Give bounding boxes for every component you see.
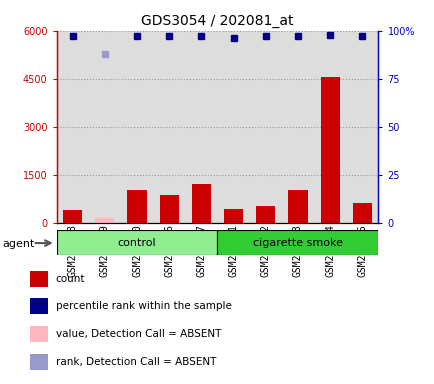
Text: value, Detection Call = ABSENT: value, Detection Call = ABSENT	[56, 329, 220, 339]
Bar	[352, 203, 371, 223]
Bar	[185, 31, 217, 223]
Bar	[127, 190, 146, 223]
Bar	[159, 195, 178, 223]
Bar	[281, 31, 313, 223]
Bar	[345, 31, 378, 223]
Bar	[89, 31, 121, 223]
Bar	[30, 354, 48, 370]
Bar	[95, 218, 114, 223]
Bar	[224, 209, 243, 223]
Bar	[30, 271, 48, 287]
Bar	[313, 31, 345, 223]
Bar	[217, 230, 378, 255]
Text: control: control	[118, 238, 156, 248]
Bar	[56, 230, 217, 255]
Bar	[217, 31, 249, 223]
Bar	[56, 31, 89, 223]
Text: cigarette smoke: cigarette smoke	[253, 238, 342, 248]
Bar	[249, 31, 281, 223]
Bar	[63, 210, 82, 223]
Text: count: count	[56, 274, 85, 284]
Bar	[153, 31, 185, 223]
Text: percentile rank within the sample: percentile rank within the sample	[56, 301, 231, 311]
Title: GDS3054 / 202081_at: GDS3054 / 202081_at	[141, 14, 293, 28]
Bar	[320, 77, 339, 223]
Text: agent: agent	[2, 239, 34, 249]
Bar	[121, 31, 153, 223]
Text: rank, Detection Call = ABSENT: rank, Detection Call = ABSENT	[56, 357, 216, 367]
Bar	[191, 184, 210, 223]
Bar	[30, 326, 48, 342]
Bar	[30, 298, 48, 314]
Bar	[288, 190, 307, 223]
Bar	[256, 206, 275, 223]
